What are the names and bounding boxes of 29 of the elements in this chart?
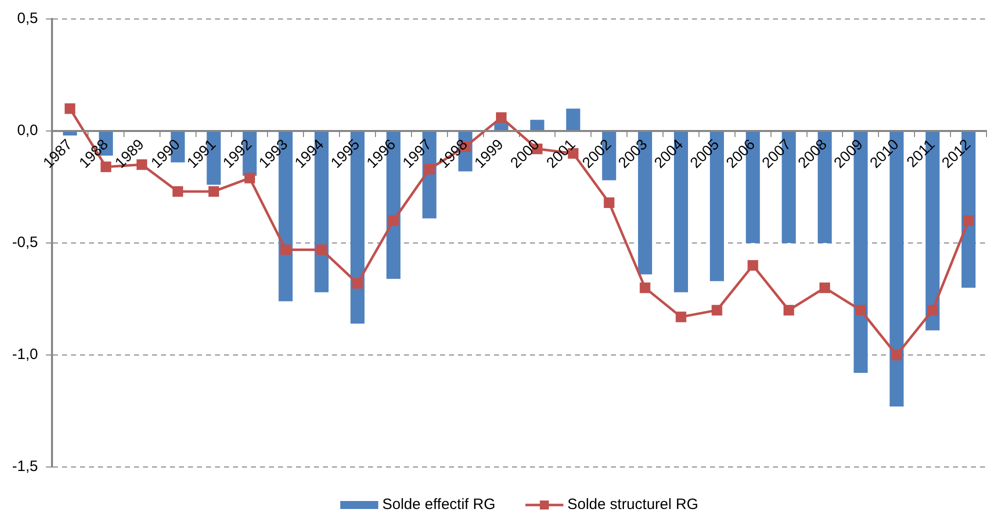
point — [748, 260, 758, 271]
point — [244, 172, 255, 184]
point — [208, 186, 220, 197]
point — [676, 312, 686, 322]
point — [855, 304, 866, 316]
point — [819, 282, 830, 294]
point — [352, 278, 363, 289]
legend-label: Solde effectif RG — [382, 496, 496, 514]
bar — [566, 108, 580, 130]
point — [640, 282, 650, 294]
y-tick-label: 0,5 — [17, 10, 38, 28]
y-tick-label: -1,5 — [12, 458, 38, 476]
bar — [530, 120, 544, 130]
point — [64, 103, 76, 114]
point — [496, 112, 507, 123]
point — [712, 304, 722, 316]
point — [604, 197, 614, 208]
point — [927, 304, 938, 316]
point — [891, 350, 902, 360]
point — [388, 215, 399, 226]
point — [280, 244, 291, 256]
y-tick-label: 0,0 — [17, 122, 38, 140]
point — [316, 244, 327, 256]
legend-label: Solde structurel RG — [567, 496, 698, 514]
point — [784, 304, 794, 316]
point — [963, 215, 974, 226]
y-tick-label: -0,5 — [12, 234, 38, 252]
point — [172, 186, 184, 197]
y-tick-label: -1,0 — [12, 346, 38, 364]
